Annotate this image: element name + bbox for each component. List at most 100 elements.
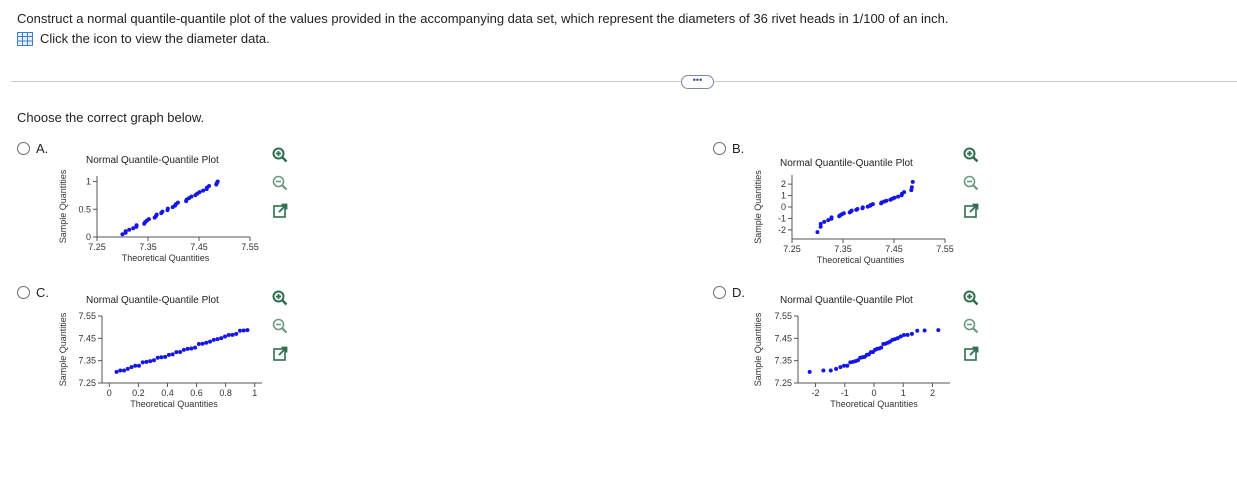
data-point	[818, 221, 823, 226]
data-point	[905, 332, 910, 337]
data-table-icon[interactable]	[17, 31, 33, 46]
qq-plot-option-b: Normal Quantile-Quantile Plot Sample Quan…	[753, 158, 954, 265]
data-point	[910, 179, 915, 184]
view-data-label[interactable]: Click the icon to view the diameter data…	[40, 31, 270, 46]
data-point	[159, 355, 164, 360]
data-point	[181, 347, 186, 352]
data-point	[140, 360, 145, 365]
open-external-icon[interactable]	[271, 202, 289, 220]
y-tick-label: 7.35	[774, 356, 792, 366]
zoom-in-icon[interactable]	[962, 146, 980, 164]
data-point	[895, 336, 900, 341]
data-point	[148, 359, 153, 364]
x-axis-label: Theoretical Quantities	[122, 253, 210, 263]
view-data-link[interactable]: Click the icon to view the diameter data…	[17, 31, 270, 46]
y-tick-label: 7.25	[774, 378, 792, 388]
data-point	[201, 188, 206, 193]
data-point	[838, 365, 843, 370]
data-point	[855, 358, 860, 363]
prompt-text: Choose the correct graph below.	[17, 110, 205, 125]
expand-more-button[interactable]: •••	[681, 75, 714, 89]
data-point	[151, 358, 156, 363]
data-point	[174, 350, 179, 355]
x-tick-label: 0	[871, 388, 876, 398]
option-a-radio[interactable]	[17, 142, 30, 155]
zoom-in-icon[interactable]	[962, 289, 980, 307]
x-tick-label: 7.25	[88, 242, 106, 252]
data-point	[241, 328, 246, 333]
data-point	[125, 366, 130, 371]
data-point	[822, 219, 827, 224]
open-external-icon[interactable]	[962, 202, 980, 220]
option-b-radio-group[interactable]: B.	[713, 141, 744, 156]
data-point	[860, 205, 865, 210]
y-tick-label: 7.45	[774, 333, 792, 343]
option-a-label[interactable]: A.	[36, 141, 49, 156]
data-point	[189, 346, 194, 351]
x-tick-label: 7.55	[936, 244, 954, 254]
data-point	[165, 206, 170, 211]
x-tick-label: 1	[901, 388, 906, 398]
option-c-radio[interactable]	[17, 286, 30, 299]
x-tick-label: 7.45	[190, 242, 208, 252]
y-tick-label: 0.5	[78, 204, 91, 214]
x-tick-label: 2	[930, 388, 935, 398]
x-axis-label: Theoretical Quantities	[830, 399, 918, 409]
data-point	[245, 328, 250, 333]
x-tick-label: 0.4	[161, 388, 174, 398]
section-divider	[11, 81, 1237, 82]
data-point	[841, 211, 846, 216]
zoom-in-icon[interactable]	[271, 146, 289, 164]
qq-plot-option-c: Normal Quantile-Quantile Plot Sample Quan…	[58, 295, 262, 409]
data-point	[892, 195, 897, 200]
zoom-in-icon[interactable]	[271, 289, 289, 307]
data-point	[922, 328, 927, 333]
qq-plot-option-a: Normal Quantile-Quantile Plot Sample Quan…	[58, 155, 259, 263]
data-point	[909, 331, 914, 336]
data-point	[196, 341, 201, 346]
option-d-radio[interactable]	[713, 286, 726, 299]
zoom-out-icon[interactable]	[962, 174, 980, 192]
y-tick-label: 1	[781, 191, 786, 201]
qq-plot-option-d: Normal Quantile-Quantile Plot Sample Quan…	[753, 295, 950, 409]
data-point	[175, 200, 180, 205]
zoom-out-icon[interactable]	[271, 317, 289, 335]
data-point	[215, 179, 220, 184]
option-d-label[interactable]: D.	[732, 285, 745, 300]
open-external-icon[interactable]	[271, 345, 289, 363]
data-point	[200, 341, 205, 346]
question-text: Construct a normal quantile-quantile plo…	[17, 11, 949, 26]
data-point	[118, 368, 123, 373]
data-point	[849, 208, 854, 213]
zoom-out-icon[interactable]	[962, 317, 980, 335]
y-tick-label: 0	[781, 202, 786, 212]
option-a-radio-group[interactable]: A.	[17, 141, 48, 156]
y-axis-label: Sample Quantities	[753, 170, 763, 244]
x-tick-label: 7.35	[834, 244, 852, 254]
y-tick-label: 7.35	[78, 356, 96, 366]
data-point	[166, 352, 171, 357]
y-axis-label: Sample Quantities	[58, 169, 68, 243]
data-point	[828, 368, 833, 373]
data-point	[237, 328, 242, 333]
data-point	[219, 336, 224, 341]
open-external-icon[interactable]	[962, 345, 980, 363]
data-point	[818, 224, 823, 229]
x-tick-label: -2	[812, 388, 820, 398]
data-point	[223, 334, 228, 339]
data-point	[144, 359, 149, 364]
data-point	[821, 368, 826, 373]
option-d-radio-group[interactable]: D.	[713, 285, 745, 300]
option-b-radio[interactable]	[713, 142, 726, 155]
data-point	[134, 223, 139, 228]
data-point	[936, 328, 941, 333]
zoom-out-icon[interactable]	[271, 174, 289, 192]
y-tick-label: -2	[778, 225, 786, 235]
option-b-label[interactable]: B.	[732, 141, 745, 156]
data-point	[193, 345, 198, 350]
data-point	[855, 206, 860, 211]
data-point	[909, 185, 914, 190]
option-c-radio-group[interactable]: C.	[17, 285, 49, 300]
x-tick-label: 0	[107, 388, 112, 398]
option-c-label[interactable]: C.	[36, 285, 49, 300]
